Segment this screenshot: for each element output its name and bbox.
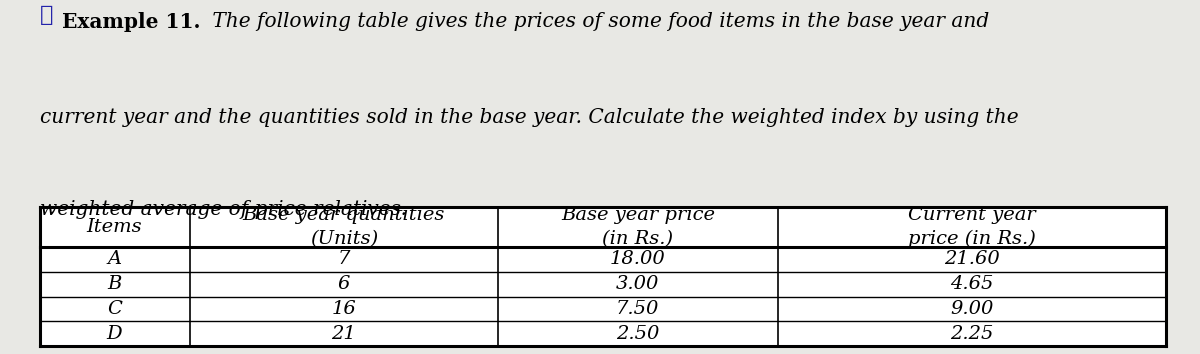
Text: 9.00: 9.00: [950, 300, 994, 318]
Text: (in Rs.): (in Rs.): [602, 230, 673, 248]
Text: 3.00: 3.00: [616, 275, 660, 293]
Text: C: C: [107, 300, 122, 318]
Text: 21.60: 21.60: [944, 250, 1000, 268]
Text: Base year quantities: Base year quantities: [242, 206, 445, 223]
Text: B: B: [108, 275, 121, 293]
Text: 16: 16: [331, 300, 356, 318]
Text: The following table gives the prices of some food items in the base year and: The following table gives the prices of …: [206, 12, 990, 32]
Text: 6: 6: [337, 275, 350, 293]
Text: (Units): (Units): [310, 230, 378, 248]
Text: Base year price: Base year price: [560, 206, 715, 223]
Text: 7.50: 7.50: [616, 300, 660, 318]
Text: A: A: [108, 250, 121, 268]
Text: weighted average of price relatives:: weighted average of price relatives:: [40, 200, 407, 219]
Text: 21: 21: [331, 325, 356, 343]
Text: Items: Items: [86, 218, 143, 236]
Text: 4.65: 4.65: [950, 275, 994, 293]
Text: Current year: Current year: [908, 206, 1036, 223]
Text: D: D: [107, 325, 122, 343]
Text: 18.00: 18.00: [610, 250, 666, 268]
Text: price (in Rs.): price (in Rs.): [908, 230, 1036, 249]
Text: Example 11.: Example 11.: [62, 12, 200, 32]
Text: ⨘: ⨘: [40, 4, 53, 25]
Text: 7: 7: [337, 250, 350, 268]
Text: 2.25: 2.25: [950, 325, 994, 343]
Text: 2.50: 2.50: [616, 325, 660, 343]
Text: current year and the quantities sold in the base year. Calculate the weighted in: current year and the quantities sold in …: [40, 108, 1019, 127]
